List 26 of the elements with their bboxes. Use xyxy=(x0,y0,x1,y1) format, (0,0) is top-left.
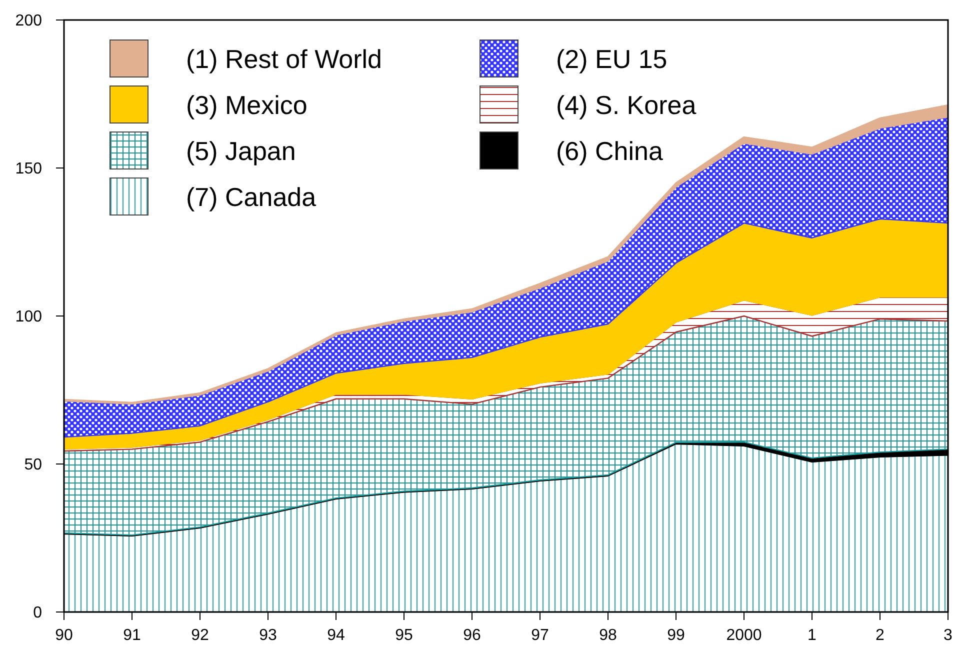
y-tick-label: 100 xyxy=(15,308,42,326)
legend-label: (6) China xyxy=(556,136,664,166)
x-tick-label: 93 xyxy=(259,627,277,644)
x-tick-label: 96 xyxy=(463,627,481,644)
y-tick-label: 0 xyxy=(33,604,42,622)
legend-label: (3) Mexico xyxy=(186,90,308,120)
x-tick-label: 3 xyxy=(944,627,953,644)
x-tick-label: 94 xyxy=(327,627,345,644)
legend-label: (2) EU 15 xyxy=(556,44,668,74)
legend-label: (4) S. Korea xyxy=(556,90,697,120)
x-tick-label: 90 xyxy=(55,627,73,644)
x-tick-label: 98 xyxy=(599,627,617,644)
legend-label: (1) Rest of World xyxy=(186,44,382,74)
legend-label: (5) Japan xyxy=(186,136,296,166)
x-tick-label: 95 xyxy=(395,627,413,644)
x-tick-label: 2000 xyxy=(726,627,762,644)
y-tick-label: 150 xyxy=(15,160,42,178)
x-tick-label: 99 xyxy=(667,627,685,644)
y-tick-label: 200 xyxy=(15,12,42,30)
x-tick-label: 97 xyxy=(531,627,549,644)
x-tick-label: 91 xyxy=(123,627,141,644)
x-tick-label: 92 xyxy=(191,627,209,644)
legend-label: (7) Canada xyxy=(186,182,317,212)
y-tick-label: 50 xyxy=(24,456,42,474)
x-tick-label: 2 xyxy=(876,627,885,644)
x-tick-label: 1 xyxy=(808,627,817,644)
